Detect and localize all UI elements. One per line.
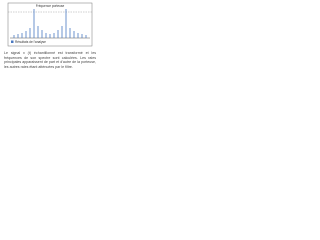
caption: Le signal x (t) échantillonné est transf…	[4, 51, 96, 69]
figure-frame	[7, 2, 93, 47]
figure-label: Fréquence porteuse	[36, 4, 65, 8]
figure: Fréquence porteuse Résultats de l'analys…	[7, 2, 93, 47]
spectrum-lines	[13, 9, 87, 38]
legend-swatch	[11, 40, 14, 43]
legend-text: Résultats de l'analyse	[15, 40, 46, 44]
page: Fréquence porteuse Résultats de l'analys…	[0, 0, 100, 80]
